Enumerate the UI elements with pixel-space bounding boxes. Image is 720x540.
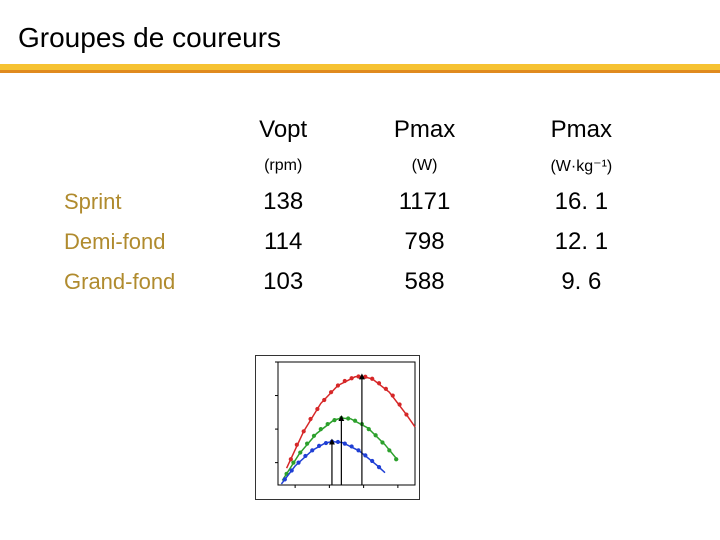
row-0-val-2: 16. 1 xyxy=(503,182,660,222)
row-1-val-1: 798 xyxy=(346,222,502,262)
col-2-sub: (W·kg⁻¹) xyxy=(503,150,660,182)
col-1-sub: (W) xyxy=(346,150,502,182)
table-row: Sprint 138 1171 16. 1 xyxy=(60,182,660,222)
row-0-val-1: 1171 xyxy=(346,182,502,222)
row-2-label: Grand-fond xyxy=(60,262,220,302)
col-0-sub: (rpm) xyxy=(220,150,346,182)
row-2-val-1: 588 xyxy=(346,262,502,302)
data-table: Vopt Pmax Pmax (rpm) (W) (W·kg⁻¹) Sprint… xyxy=(60,110,660,302)
title-underline xyxy=(0,64,720,76)
row-2-val-2: 9. 6 xyxy=(503,262,660,302)
row-0-label: Sprint xyxy=(60,182,220,222)
col-2-main: Pmax xyxy=(503,110,660,150)
table-row: Grand-fond 103 588 9. 6 xyxy=(60,262,660,302)
slide-title: Groupes de coureurs xyxy=(18,22,281,54)
power-velocity-chart xyxy=(255,355,420,500)
row-1-label: Demi-fond xyxy=(60,222,220,262)
header-row-main: Vopt Pmax Pmax xyxy=(60,110,660,150)
col-1-main: Pmax xyxy=(346,110,502,150)
row-0-val-0: 138 xyxy=(220,182,346,222)
row-1-val-2: 12. 1 xyxy=(503,222,660,262)
row-1-val-0: 114 xyxy=(220,222,346,262)
col-0-main: Vopt xyxy=(220,110,346,150)
row-2-val-0: 103 xyxy=(220,262,346,302)
chart-svg xyxy=(256,356,421,501)
header-row-sub: (rpm) (W) (W·kg⁻¹) xyxy=(60,150,660,182)
underline-bottom xyxy=(0,70,720,73)
table-row: Demi-fond 114 798 12. 1 xyxy=(60,222,660,262)
